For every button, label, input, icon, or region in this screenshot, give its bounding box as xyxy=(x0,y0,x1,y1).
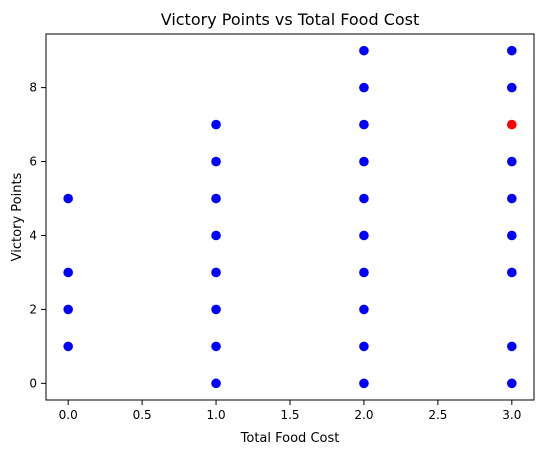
y-axis-ticks: 0 2 4 6 8 xyxy=(29,81,46,390)
data-point-s1-8 xyxy=(211,267,221,278)
data-point-s1-12 xyxy=(211,119,221,130)
y-tick-label-3: 4 xyxy=(29,228,37,242)
plot-frame xyxy=(45,33,535,401)
data-point-s1-24 xyxy=(507,341,517,352)
data-point-s1-16 xyxy=(359,267,369,278)
y-tick-label-4: 6 xyxy=(29,155,37,169)
data-point-s1-3 xyxy=(63,267,73,278)
data-point-s1-5 xyxy=(211,378,221,389)
x-tick-label-2: 0.5 xyxy=(133,408,152,422)
data-point-s1-19 xyxy=(359,156,369,167)
data-point-s1-11 xyxy=(211,156,221,167)
data-point-s1-7 xyxy=(211,304,221,315)
data-point-s1-21 xyxy=(359,82,369,93)
x-tick-label-6: 2.5 xyxy=(428,408,447,422)
data-point-s1-26 xyxy=(507,230,517,241)
x-tick-label-4: 1.5 xyxy=(280,408,299,422)
data-point-s1-10 xyxy=(211,193,221,204)
x-tick-label-7: 3.0 xyxy=(502,408,521,422)
y-tick-label-1: 0 xyxy=(29,376,37,390)
x-axis-label: Total Food Cost xyxy=(240,431,340,446)
data-point-s2-1 xyxy=(507,119,517,130)
data-point-s1-18 xyxy=(359,193,369,204)
data-point-s1-28 xyxy=(507,156,517,167)
points-layer xyxy=(63,45,517,389)
data-point-s1-14 xyxy=(359,341,369,352)
y-tick-label-2: 2 xyxy=(29,302,37,316)
data-point-s1-22 xyxy=(359,45,369,56)
y-axis-label: Victory Points xyxy=(10,172,25,261)
data-point-s1-2 xyxy=(63,304,73,315)
data-point-s1-4 xyxy=(63,193,73,204)
data-point-s1-30 xyxy=(507,45,517,56)
data-point-s1-25 xyxy=(507,267,517,278)
data-point-s1-6 xyxy=(211,341,221,352)
data-point-s1-23 xyxy=(507,378,517,389)
data-point-s1-20 xyxy=(359,119,369,130)
x-tick-label-1: 0.0 xyxy=(59,408,78,422)
x-tick-label-5: 2.0 xyxy=(354,408,373,422)
data-point-s1-27 xyxy=(507,193,517,204)
x-axis-ticks: 0.0 0.5 1.0 1.5 2.0 2.5 3.0 xyxy=(59,400,521,422)
data-point-s1-15 xyxy=(359,304,369,315)
data-point-s1-1 xyxy=(63,341,73,352)
x-tick-label-3: 1.0 xyxy=(207,408,226,422)
data-point-s1-9 xyxy=(211,230,221,241)
data-point-s1-29 xyxy=(507,82,517,93)
data-point-s1-13 xyxy=(359,378,369,389)
chart-title: Victory Points vs Total Food Cost xyxy=(161,10,420,29)
y-tick-label-5: 8 xyxy=(29,81,37,95)
data-point-s1-17 xyxy=(359,230,369,241)
